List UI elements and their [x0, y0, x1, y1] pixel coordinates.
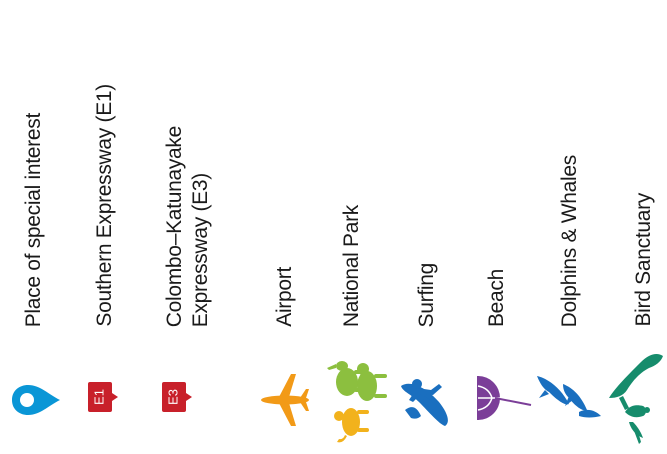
- svg-text:E3: E3: [165, 389, 180, 405]
- legend-item-bird-sanctuary: Bird Sanctuary: [605, 0, 667, 454]
- legend-item-place-of-interest: Place of special interest: [0, 0, 70, 454]
- legend-item-national-park: National Park: [325, 0, 395, 454]
- legend-label: Bird Sanctuary: [632, 193, 655, 327]
- legend-label: Surfing: [415, 262, 438, 327]
- beach-umbrella-icon: [477, 376, 532, 420]
- legend-label: Southern Expressway (E1): [93, 84, 116, 327]
- e1-shield-icon: E1: [88, 382, 118, 412]
- legend-label: Colombo–Katunayake Expressway (E3): [163, 125, 212, 327]
- legend-item-beach: Beach: [465, 0, 535, 454]
- legend-label: National Park: [340, 204, 363, 327]
- bird-icon: [609, 354, 663, 444]
- legend-label: Place of special interest: [22, 112, 45, 327]
- e3-shield-icon: E3: [162, 382, 192, 412]
- dolphins-icon: [537, 376, 601, 418]
- legend-item-surfing: Surfing: [395, 0, 465, 454]
- legend-label: Beach: [485, 268, 508, 327]
- wildlife-icon: [327, 361, 387, 443]
- airplane-icon: [261, 374, 309, 426]
- legend-item-southern-expressway: Southern Expressway (E1) E1: [70, 0, 140, 454]
- legend-item-colombo-katunayake-expressway: Colombo–Katunayake Expressway (E3) E3: [140, 0, 235, 454]
- legend-label: Dolphins & Whales: [558, 154, 581, 327]
- legend-item-dolphins-whales: Dolphins & Whales: [535, 0, 605, 454]
- surfer-icon: [401, 379, 448, 426]
- map-pin-icon: [12, 385, 60, 415]
- legend-item-airport: Airport: [255, 0, 325, 454]
- legend-label: Airport: [273, 267, 296, 327]
- svg-text:E1: E1: [91, 389, 106, 405]
